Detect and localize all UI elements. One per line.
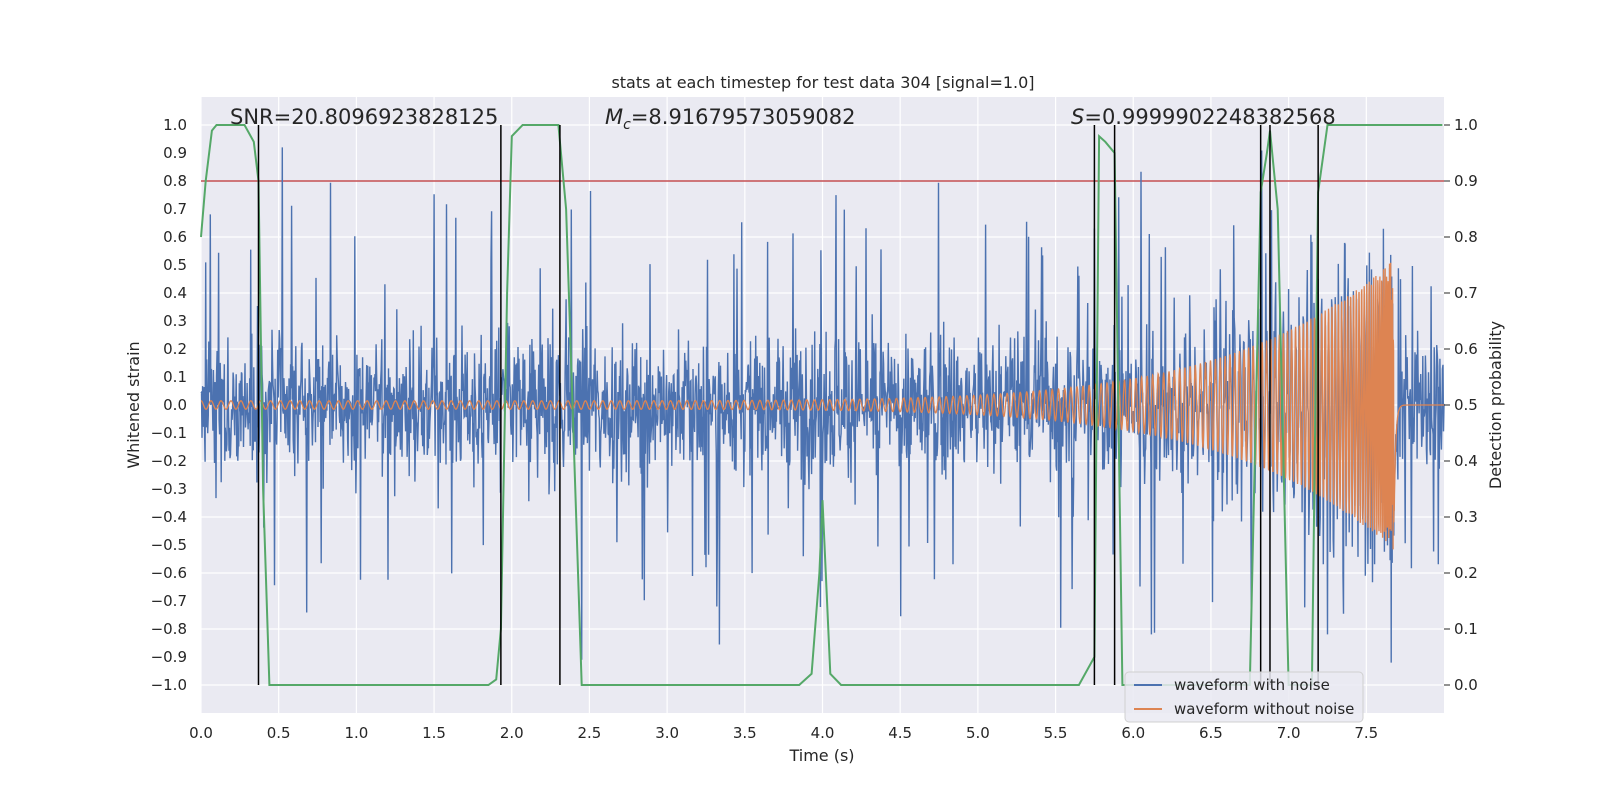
y2-tick-label: 0.7 bbox=[1454, 284, 1478, 302]
x-tick-label: 3.0 bbox=[655, 724, 679, 742]
score-symbol: S bbox=[1071, 105, 1084, 129]
score-annotation: S=0.9999902248382568 bbox=[1071, 105, 1336, 129]
y2-tick-label: 0.6 bbox=[1454, 340, 1478, 358]
chirp-mass-subscript: c bbox=[623, 117, 631, 133]
y-tick-label: 0.4 bbox=[163, 284, 187, 302]
x-tick-label: 4.0 bbox=[811, 724, 835, 742]
x-tick-label: 5.5 bbox=[1044, 724, 1068, 742]
x-tick-label: 3.5 bbox=[733, 724, 757, 742]
x-tick-label: 6.0 bbox=[1121, 724, 1145, 742]
y-tick-label: 0.2 bbox=[163, 340, 187, 358]
y-tick-label: −0.6 bbox=[151, 564, 187, 582]
y-tick-labels: 1.0 0.9 0.8 0.7 0.6 0.5 0.4 0.3 0.2 0.1 0.0 −0.1 −0.… bbox=[151, 116, 187, 694]
snr-annotation: SNR=20.8096923828125 bbox=[230, 105, 498, 129]
series-detection-probability bbox=[200, 124, 1443, 686]
y-tick-label: 0.5 bbox=[163, 256, 187, 274]
legend-box bbox=[1124, 671, 1364, 723]
x-tick-label: 4.5 bbox=[888, 724, 912, 742]
x-tick-label: 1.5 bbox=[422, 724, 446, 742]
y-tick-label: −1.0 bbox=[151, 676, 187, 694]
x-tick-label: 0.5 bbox=[267, 724, 291, 742]
x-tick-labels: 0.0 0.5 1.0 1.5 2.0 2.5 3.0 3.5 4.0 4.5 5.0 5.5 6.0 6… bbox=[189, 724, 1378, 742]
y-tick-label: −0.7 bbox=[151, 592, 187, 610]
x-axis-label: Time (s) bbox=[788, 746, 854, 765]
y-tick-label: −0.5 bbox=[151, 536, 187, 554]
y2-tick-labels: 1.0 0.9 0.8 0.7 0.6 0.5 0.4 0.3 0.2 0.1 0.0 bbox=[1444, 116, 1478, 694]
y2-tick-label: 0.0 bbox=[1454, 676, 1478, 694]
y2-tick-label: 0.8 bbox=[1454, 228, 1478, 246]
chart-title: stats at each timestep for test data 304… bbox=[611, 73, 1034, 92]
chirp-mass-symbol: M bbox=[605, 105, 623, 129]
y2-tick-label: 0.9 bbox=[1454, 172, 1478, 190]
y2-tick-label: 0.4 bbox=[1454, 452, 1478, 470]
legend-label-noise: waveform with noise bbox=[1174, 676, 1330, 694]
legend: waveform with noise waveform without noi… bbox=[1124, 671, 1364, 723]
x-tick-label: 0.0 bbox=[189, 724, 213, 742]
y2-tick-label: 0.3 bbox=[1454, 508, 1478, 526]
y-tick-label: 0.6 bbox=[163, 228, 187, 246]
series-waveform-without-noise bbox=[200, 262, 1444, 550]
y2-tick-label: 0.5 bbox=[1454, 396, 1478, 414]
y-tick-label: −0.9 bbox=[151, 648, 187, 666]
y-tick-label: 0.7 bbox=[163, 200, 187, 218]
y-tick-label: 0.8 bbox=[163, 172, 187, 190]
y2-tick-label: 1.0 bbox=[1454, 116, 1478, 134]
x-tick-label: 6.5 bbox=[1199, 724, 1223, 742]
y-tick-label: 0.9 bbox=[163, 144, 187, 162]
x-tick-label: 1.0 bbox=[344, 724, 368, 742]
prob-layer bbox=[200, 124, 1443, 686]
legend-label-clean: waveform without noise bbox=[1174, 700, 1354, 718]
y-tick-label: −0.2 bbox=[151, 452, 187, 470]
trigger-layer bbox=[257, 125, 1319, 685]
y-tick-label: −0.4 bbox=[151, 508, 187, 526]
x-tick-label: 2.5 bbox=[578, 724, 602, 742]
y-tick-label: −0.3 bbox=[151, 480, 187, 498]
y-tick-label: 0.1 bbox=[163, 368, 187, 386]
y-tick-label: −0.1 bbox=[151, 424, 187, 442]
x-tick-label: 5.0 bbox=[966, 724, 990, 742]
y-axis-label: Whitened strain bbox=[124, 341, 143, 468]
y2-tick-label: 0.1 bbox=[1454, 620, 1478, 638]
clean-layer bbox=[200, 262, 1444, 550]
x-tick-label: 7.5 bbox=[1354, 724, 1378, 742]
x-tick-label: 7.0 bbox=[1277, 724, 1301, 742]
y-tick-label: −0.8 bbox=[151, 620, 187, 638]
y-tick-label: 0.3 bbox=[163, 312, 187, 330]
x-tick-label: 2.0 bbox=[500, 724, 524, 742]
y2-tick-label: 0.2 bbox=[1454, 564, 1478, 582]
y-tick-label: 1.0 bbox=[163, 116, 187, 134]
chirp-mass-value: =8.91679573059082 bbox=[631, 105, 856, 129]
score-value: =0.9999902248382568 bbox=[1084, 105, 1335, 129]
chirp-mass-annotation: Mc=8.91679573059082 bbox=[605, 105, 856, 133]
y-tick-label: 0.0 bbox=[163, 396, 187, 414]
y2-axis-label: Detection probability bbox=[1486, 321, 1505, 489]
